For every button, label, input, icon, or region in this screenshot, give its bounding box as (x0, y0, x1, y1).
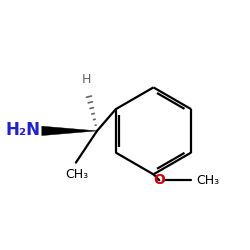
Text: H₂N: H₂N (6, 122, 41, 140)
Text: O: O (154, 173, 165, 187)
Text: H: H (82, 73, 91, 86)
Text: CH₃: CH₃ (196, 174, 220, 187)
Text: CH₃: CH₃ (66, 168, 89, 181)
Polygon shape (42, 126, 97, 136)
